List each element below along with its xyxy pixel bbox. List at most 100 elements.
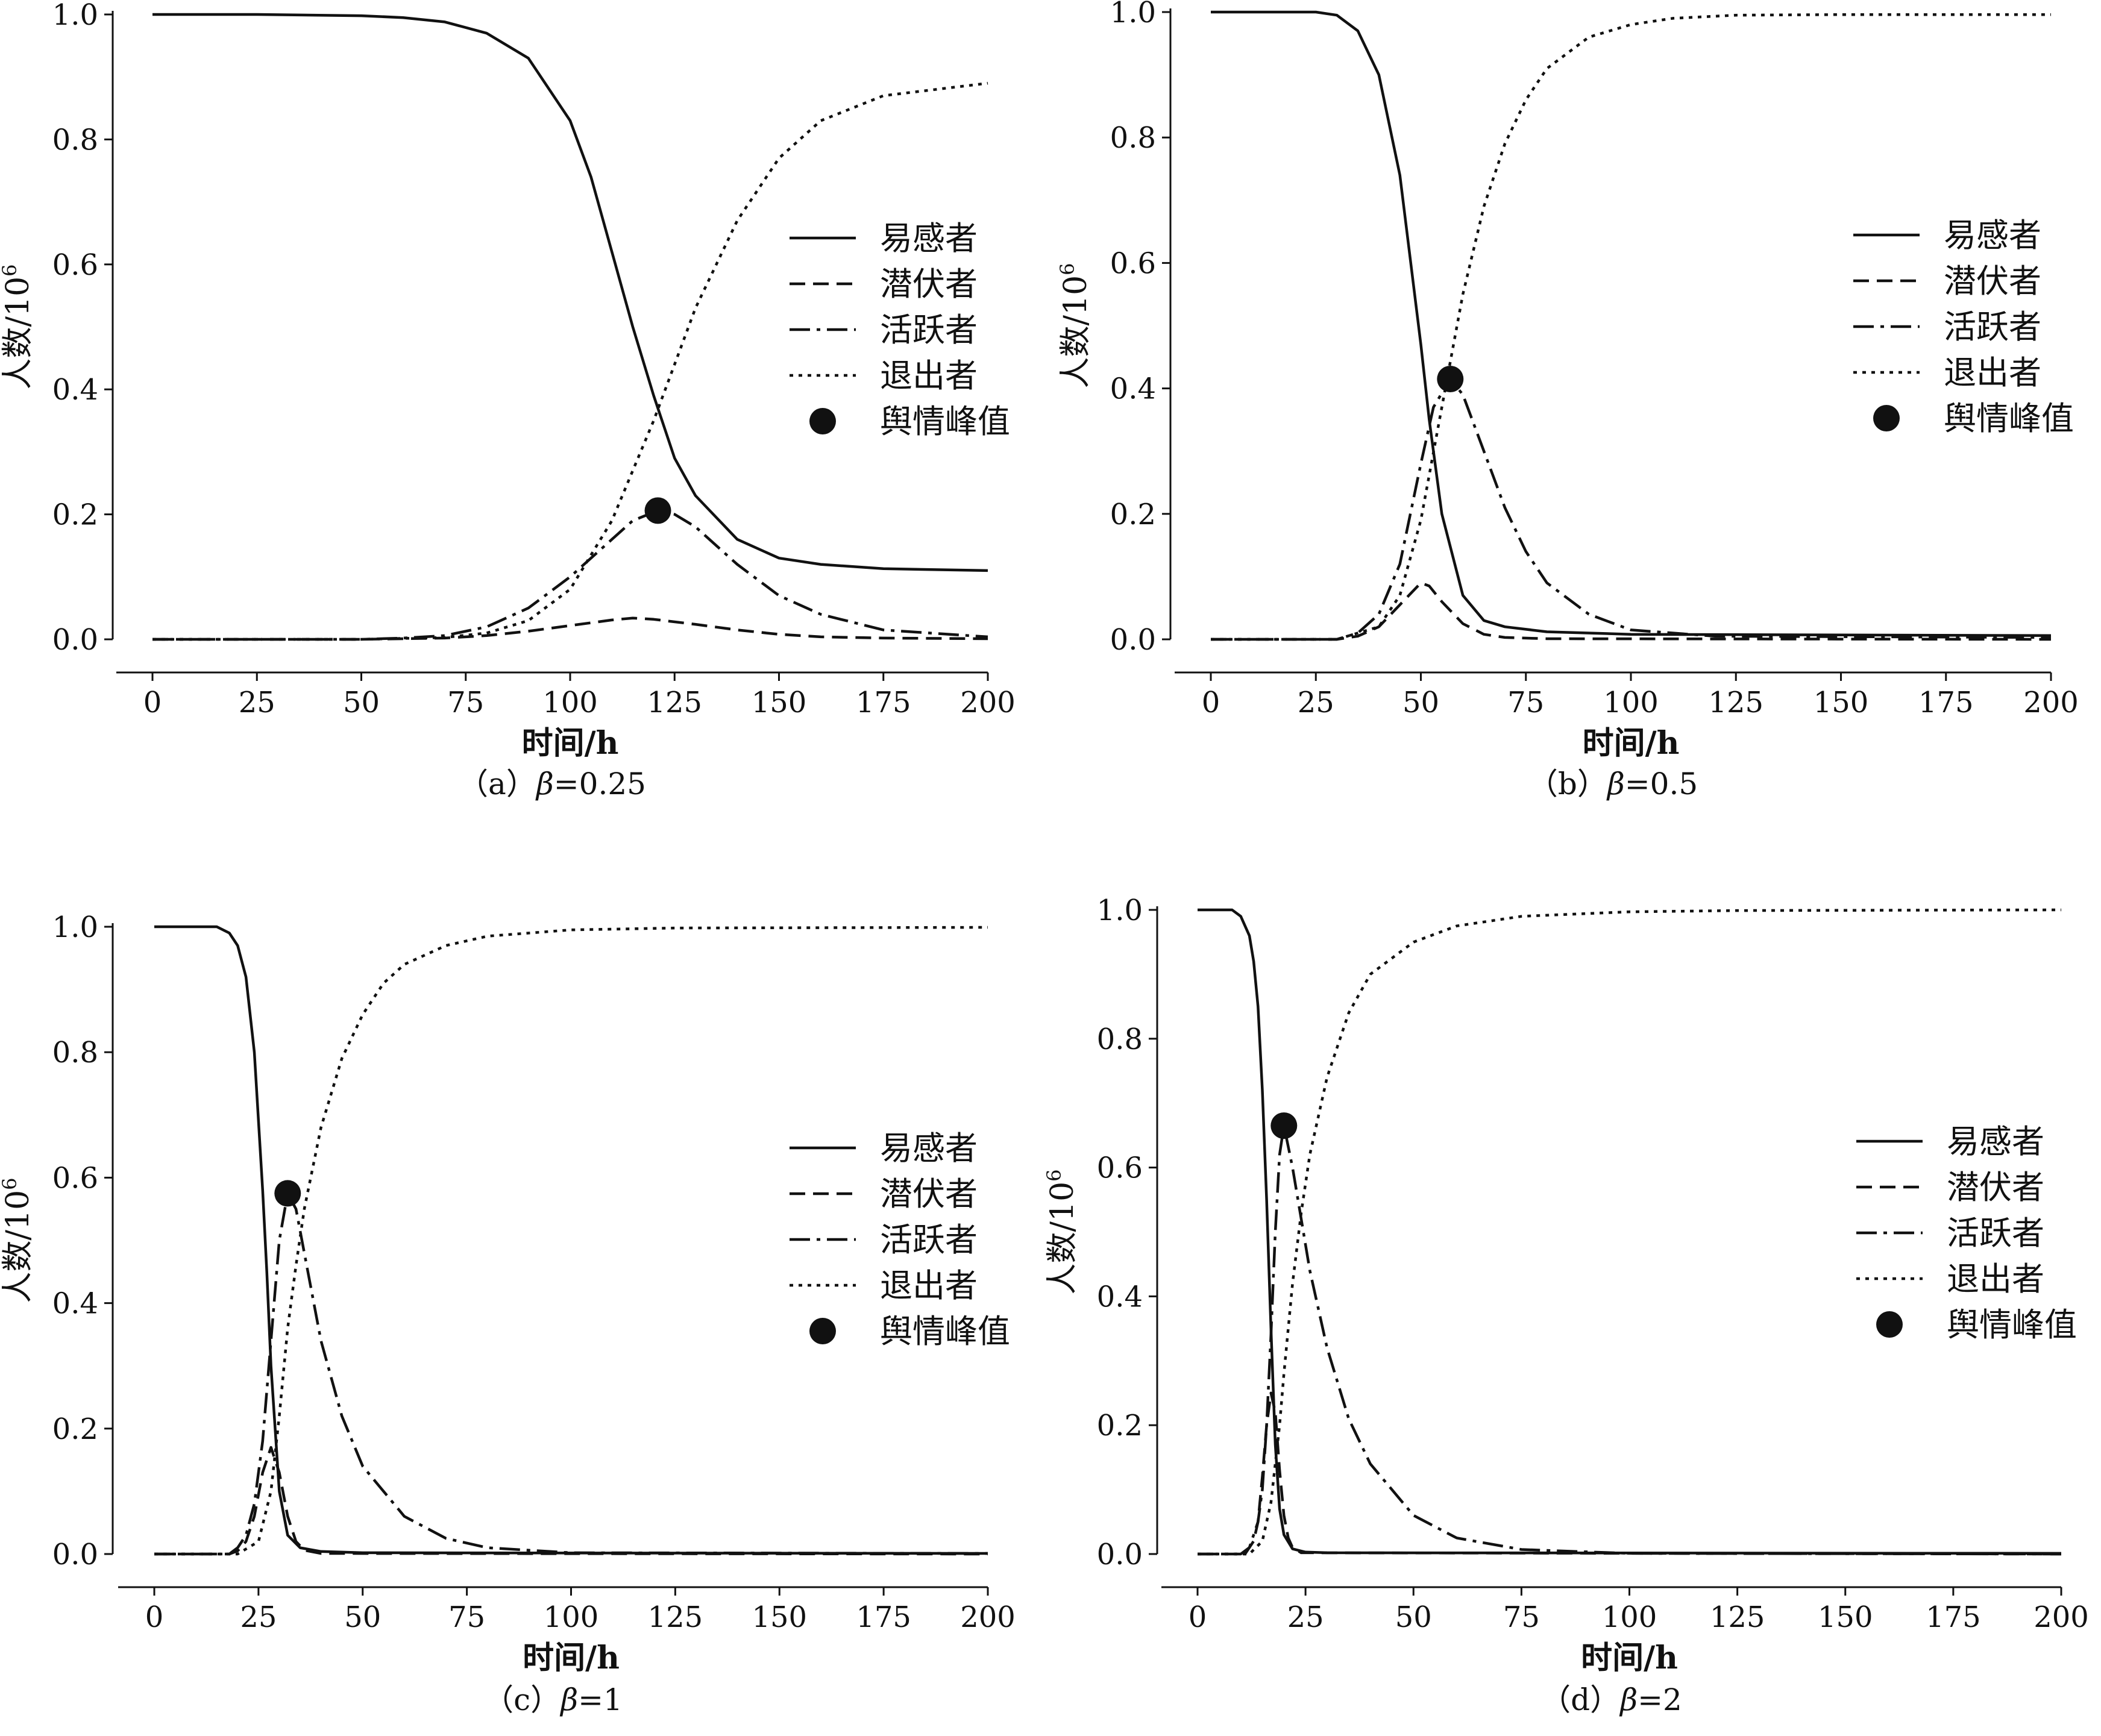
x-tick-label: 200 <box>960 686 1016 719</box>
series-line-dashdot <box>1211 377 2052 641</box>
chart-panel-c: 0.0 0.2 0.4 0.6 0.8 1.0 0 25 50 75 100 125 150 175 200… <box>0 910 1016 1717</box>
legend-label: 活跃者 <box>880 1221 978 1259</box>
y-tick-label: 1.0 <box>52 0 98 32</box>
x-axis-label: 时间/h <box>522 725 619 762</box>
y-axis-label: 人数/106 <box>0 264 36 389</box>
y-tick-label: 0.2 <box>52 1412 98 1446</box>
x-tick-label: 50 <box>1402 686 1439 719</box>
legend-label: 易感者 <box>880 219 978 257</box>
x-tick-label: 50 <box>344 1600 381 1634</box>
peak-marker <box>274 1180 301 1207</box>
x-tick-label: 25 <box>240 1600 277 1634</box>
y-tick-label: 0.8 <box>52 123 98 157</box>
x-tick-label: 0 <box>1189 1600 1207 1634</box>
series-line-dashdot <box>154 1192 988 1556</box>
y-tick-label: 0.4 <box>1110 372 1156 406</box>
y-tick-label: 0.4 <box>52 1287 98 1321</box>
x-tick-label: 0 <box>143 686 162 719</box>
legend-label: 易感者 <box>880 1129 978 1167</box>
chart-panel-a: 0.0 0.2 0.4 0.6 0.8 1.0 0 25 50 75 100 125 150 175 200… <box>0 0 1016 801</box>
x-tick-label: 100 <box>544 1600 599 1634</box>
legend-label: 舆情峰值 <box>1944 400 2074 437</box>
legend-swatch-peak <box>1873 405 1900 431</box>
legend-label: 舆情峰值 <box>880 403 1010 440</box>
x-tick-label: 150 <box>752 686 807 719</box>
x-tick-label: 175 <box>856 686 911 719</box>
x-tick-label: 125 <box>647 686 702 719</box>
y-tick-label: 0.2 <box>1097 1409 1143 1443</box>
x-tick-label: 200 <box>2033 1600 2089 1634</box>
series-line-dotted <box>1198 908 2062 1556</box>
y-axis-label: 人数/106 <box>1056 263 1094 388</box>
x-tick-label: 75 <box>1503 1600 1540 1634</box>
series-line-dotted <box>1211 13 2051 641</box>
x-tick-label: 0 <box>145 1600 164 1634</box>
legend-label: 易感者 <box>1944 216 2041 254</box>
x-axis-label: 时间/h <box>1583 725 1680 762</box>
x-tick-label: 50 <box>343 686 380 719</box>
y-tick-label: 0.0 <box>52 1538 98 1571</box>
x-tick-label: 25 <box>1287 1600 1324 1634</box>
x-tick-label: 75 <box>1507 686 1544 719</box>
panel-caption: （b）β=0.5 <box>1528 766 1698 801</box>
legend-label: 退出者 <box>1947 1260 2044 1298</box>
series-line-dashed <box>1198 1391 2062 1556</box>
x-tick-label: 175 <box>1918 686 1974 719</box>
x-tick-label: 150 <box>752 1600 807 1634</box>
legend-label: 潜伏者 <box>1944 262 2041 300</box>
legend-label: 退出者 <box>880 1267 978 1305</box>
y-tick-label: 0.8 <box>1097 1023 1143 1056</box>
y-tick-label: 0.2 <box>52 498 98 532</box>
series-line-dashed <box>154 1446 988 1556</box>
y-tick-label: 0.6 <box>1110 246 1156 280</box>
x-tick-label: 25 <box>1298 686 1334 719</box>
x-tick-label: 175 <box>856 1600 911 1634</box>
series-line-dashdot <box>152 509 988 641</box>
series-line-solid <box>152 13 988 572</box>
series-line-solid <box>1198 908 2062 1555</box>
x-tick-label: 0 <box>1202 686 1220 719</box>
y-tick-label: 0.0 <box>1110 623 1156 657</box>
y-tick-label: 0.0 <box>52 623 98 657</box>
x-tick-label: 75 <box>447 686 484 719</box>
series-line-dotted <box>152 81 988 641</box>
panel-caption: （a）β=0.25 <box>458 766 646 801</box>
x-tick-label: 150 <box>1814 686 1869 719</box>
panel-caption: （d）β=2 <box>1540 1682 1682 1717</box>
x-tick-label: 50 <box>1395 1600 1432 1634</box>
legend-swatch-peak <box>1876 1311 1903 1338</box>
y-tick-label: 0.6 <box>52 248 98 282</box>
legend-label: 潜伏者 <box>1947 1168 2044 1206</box>
legend-label: 潜伏者 <box>880 1175 978 1213</box>
x-tick-label: 100 <box>1603 686 1659 719</box>
legend-label: 易感者 <box>1947 1123 2044 1161</box>
y-tick-label: 1.0 <box>1097 894 1143 927</box>
y-tick-label: 0.8 <box>52 1036 98 1070</box>
y-tick-label: 0.6 <box>52 1161 98 1195</box>
y-tick-label: 0.4 <box>52 373 98 407</box>
chart-panel-b: 0.0 0.2 0.4 0.6 0.8 1.0 0 25 50 75 100 125 150 175 200… <box>1056 0 2079 801</box>
x-tick-label: 150 <box>1818 1600 1873 1634</box>
peak-marker <box>1270 1112 1298 1139</box>
x-tick-label: 100 <box>1602 1600 1657 1634</box>
legend-label: 退出者 <box>880 357 978 395</box>
y-tick-label: 1.0 <box>1110 0 1156 30</box>
series-line-dashed <box>1211 581 2052 641</box>
series-line-solid <box>1211 10 2052 638</box>
y-tick-label: 1.0 <box>52 910 98 944</box>
legend-label: 活跃者 <box>880 311 978 349</box>
y-tick-label: 0.2 <box>1110 498 1156 531</box>
x-axis-label: 时间/h <box>523 1640 620 1676</box>
series-line-dashed <box>152 616 988 641</box>
panel-caption: （c）β=1 <box>483 1682 623 1717</box>
legend-label: 舆情峰值 <box>880 1312 1010 1350</box>
y-axis-label: 人数/106 <box>1043 1169 1081 1294</box>
legend-swatch-peak <box>809 408 836 434</box>
peak-marker <box>644 497 671 524</box>
series-line-dashdot <box>1198 1124 2062 1556</box>
legend-label: 舆情峰值 <box>1947 1306 2077 1344</box>
y-tick-label: 0.4 <box>1097 1280 1143 1314</box>
